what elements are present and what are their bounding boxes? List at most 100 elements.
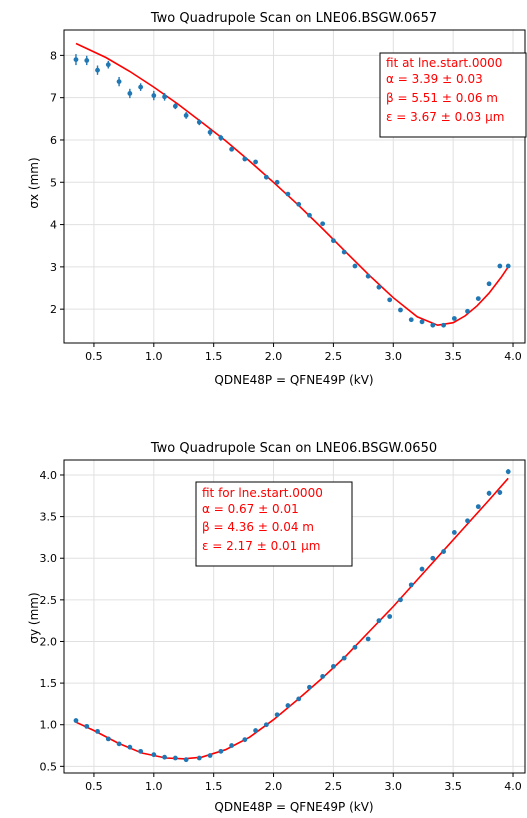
data-point: [307, 684, 312, 690]
legend-line: ε = 2.17 ± 0.01 μm: [202, 539, 320, 553]
data-point: [285, 191, 291, 197]
data-points-layer: [73, 54, 511, 328]
data-point: [151, 93, 157, 98]
data-point: [331, 664, 336, 669]
data-point: [465, 518, 470, 524]
data-point: [486, 490, 492, 496]
legend-line: α = 0.67 ± 0.01: [202, 502, 299, 516]
data-point: [341, 655, 347, 661]
y-axis-label: σy (mm): [27, 592, 41, 643]
y-tick-label: 8: [50, 49, 57, 62]
data-point: [430, 322, 436, 328]
data-point: [441, 322, 446, 328]
x-tick-label: 2.5: [325, 780, 343, 793]
x-tick-label: 1.5: [205, 350, 223, 363]
data-point: [207, 129, 213, 135]
data-point: [320, 221, 326, 227]
data-point: [451, 316, 457, 321]
data-point: [95, 728, 100, 734]
data-point: [274, 712, 280, 718]
data-point: [116, 79, 122, 85]
data-point: [387, 614, 393, 619]
x-tick-label: 4.0: [504, 780, 522, 793]
data-point: [465, 308, 470, 314]
data-point: [183, 113, 189, 118]
plot-frame: [63, 459, 526, 774]
legend-line: fit at lne.start.0000: [386, 56, 502, 70]
data-point: [497, 263, 503, 269]
data-point: [242, 156, 248, 162]
data-point: [84, 723, 90, 729]
data-point: [172, 755, 178, 761]
y-tick-label: 3: [50, 261, 57, 274]
fit-legend: fit for lne.start.0000 α = 0.67 ± 0.01 β…: [195, 481, 353, 567]
x-tick-label: 1.0: [145, 350, 163, 363]
data-point: [307, 212, 312, 218]
data-point: [365, 636, 371, 642]
y-tick-label: 3.0: [40, 552, 58, 565]
sigma-y-chart: Two Quadrupole Scan on LNE06.BSGW.0650 0…: [27, 441, 526, 814]
y-tick-label: 5: [50, 176, 57, 189]
data-point: [263, 722, 269, 728]
data-point: [451, 530, 457, 535]
data-point: [365, 273, 371, 279]
data-point: [419, 319, 425, 325]
data-point: [398, 597, 403, 603]
legend-line: fit for lne.start.0000: [202, 486, 323, 500]
legend-line: β = 5.51 ± 0.06 m: [386, 91, 498, 105]
tick-layer: 0.5 1.0 1.5 2.0 2.5 3.0 3.5 4.0 0.5 1.0 1.5 2.0 2.5 3…: [40, 469, 522, 793]
data-point: [320, 674, 326, 679]
y-tick-label: 7: [50, 92, 57, 105]
data-point: [138, 84, 144, 90]
y-tick-label: 6: [50, 134, 57, 147]
data-point: [151, 752, 157, 758]
data-point: [253, 728, 258, 733]
data-point: [138, 748, 144, 754]
data-point: [229, 146, 235, 152]
tick-layer: 0.5 1.0 1.5 2.0 2.5 3.0 3.5 4.0 2 3 4 5 6 7 8: [50, 49, 522, 363]
data-point: [475, 296, 481, 301]
data-point: [196, 755, 202, 761]
data-point: [387, 297, 393, 303]
data-point: [229, 743, 235, 748]
data-point: [441, 549, 446, 554]
data-point: [127, 91, 133, 96]
legend-box: [195, 481, 353, 567]
y-tick-label: 4.0: [40, 469, 58, 482]
chart-title: Two Quadrupole Scan on LNE06.BSGW.0650: [150, 441, 437, 456]
data-point: [218, 748, 224, 754]
data-point: [95, 67, 100, 73]
x-tick-label: 2.0: [265, 350, 283, 363]
y-axis-label: σx (mm): [27, 157, 41, 208]
data-point: [105, 736, 111, 742]
y-tick-label: 4: [50, 219, 57, 232]
data-point: [127, 744, 133, 750]
y-tick-label: 3.5: [40, 511, 58, 524]
data-point: [296, 201, 302, 207]
fit-curve: [75, 477, 509, 760]
sigma-x-chart: Two Quadrupole Scan on LNE06.BSGW.0657 0…: [27, 11, 527, 387]
legend-line: ε = 3.67 ± 0.03 μm: [386, 110, 504, 124]
data-point: [505, 263, 511, 269]
data-point: [172, 103, 178, 109]
x-tick-label: 1.0: [145, 780, 163, 793]
x-tick-label: 4.0: [504, 350, 522, 363]
data-point: [73, 57, 79, 63]
legend-line: β = 4.36 ± 0.04 m: [202, 520, 314, 534]
x-tick-label: 3.5: [444, 350, 462, 363]
y-tick-label: 0.5: [40, 760, 58, 773]
x-tick-label: 2.5: [325, 350, 343, 363]
x-tick-label: 3.0: [385, 780, 403, 793]
legend-line: α = 3.39 ± 0.03: [386, 72, 483, 86]
data-point: [419, 566, 425, 572]
data-point: [162, 754, 167, 760]
data-point: [196, 119, 202, 125]
data-point: [376, 618, 382, 624]
data-point: [274, 179, 280, 185]
data-point: [296, 696, 302, 702]
data-point: [331, 238, 336, 244]
data-point: [218, 135, 224, 141]
plot-frame: [63, 29, 526, 344]
fit-curve-layer: [75, 477, 509, 760]
